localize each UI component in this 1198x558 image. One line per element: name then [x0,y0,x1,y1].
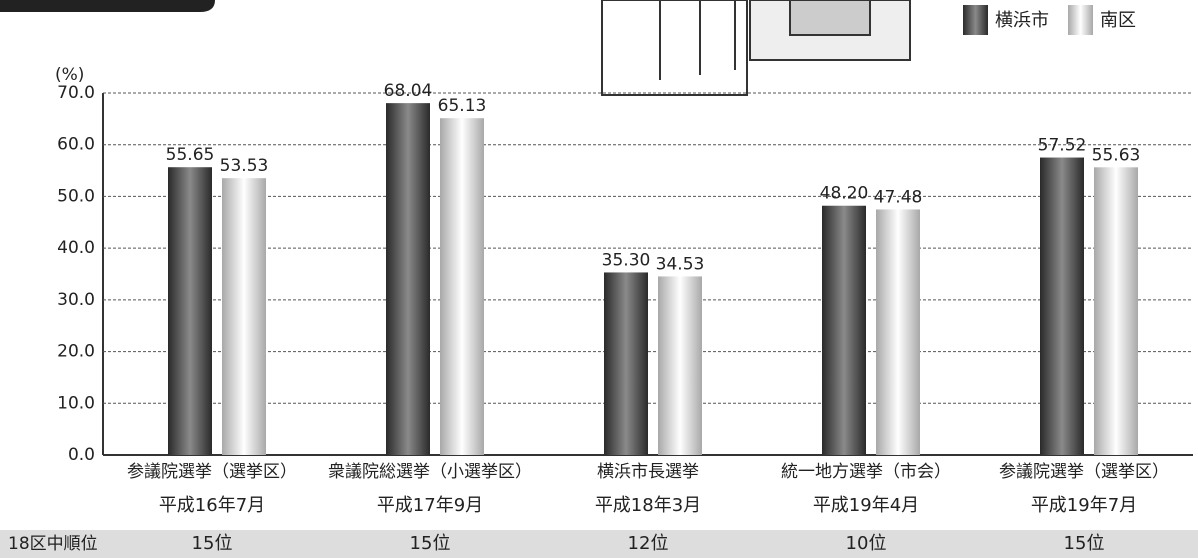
illustration [601,0,911,96]
legend-swatch [1068,5,1093,35]
bar [168,167,212,455]
header-tab [0,0,215,12]
rank: 15位 [410,533,451,554]
bar [604,272,648,455]
y-tick-label: 40.0 [57,238,95,258]
bar [1040,157,1084,455]
x-tick-period: 平成16年7月 [159,495,265,516]
bar [876,209,920,455]
legend-label: 南区 [1100,10,1136,31]
bar [658,276,702,455]
x-tick-period: 平成19年4月 [813,495,919,516]
y-tick-label: 30.0 [57,290,95,310]
x-tick-period: 平成17年9月 [377,495,483,516]
x-tick-label: 参議院選挙（選挙区） [999,462,1169,482]
bar [822,205,866,455]
value-label: 65.13 [438,96,487,116]
rank-label: 18区中順位 [8,534,98,554]
y-unit: (%) [55,65,84,85]
x-tick-label: 統一地方選挙（市会） [781,462,951,482]
bar [440,118,484,455]
value-label: 48.20 [820,184,869,204]
y-tick-label: 60.0 [57,135,95,155]
value-label: 57.52 [1038,136,1087,156]
rank: 15位 [192,533,233,554]
rank-row-bg [0,530,1198,558]
value-label: 68.04 [384,81,433,101]
y-tick-label: 10.0 [57,393,95,413]
x-tick-period: 平成18年3月 [595,495,701,516]
bar [1094,167,1138,456]
value-label: 47.48 [874,187,923,207]
y-tick-label: 20.0 [57,342,95,362]
legend-swatch [963,5,988,35]
bar [386,103,430,456]
x-tick-label: 参議院選挙（選挙区） [127,462,297,482]
y-tick-label: 70.0 [57,83,95,103]
y-tick-label: 50.0 [57,186,95,206]
rank: 12位 [628,533,669,554]
value-label: 34.53 [656,254,705,274]
value-label: 55.63 [1092,145,1141,165]
x-tick-label: 横浜市長選挙 [597,462,699,482]
value-label: 35.30 [602,250,651,270]
x-tick-period: 平成19年7月 [1031,495,1137,516]
rank: 10位 [846,533,887,554]
value-label: 53.53 [220,156,269,176]
legend-label: 横浜市 [995,10,1049,31]
bar [222,178,266,455]
value-label: 55.65 [166,145,215,165]
y-tick-label: 0.0 [68,445,95,465]
rank: 15位 [1064,533,1105,554]
x-tick-label: 衆議院総選挙（小選挙区） [328,462,532,482]
